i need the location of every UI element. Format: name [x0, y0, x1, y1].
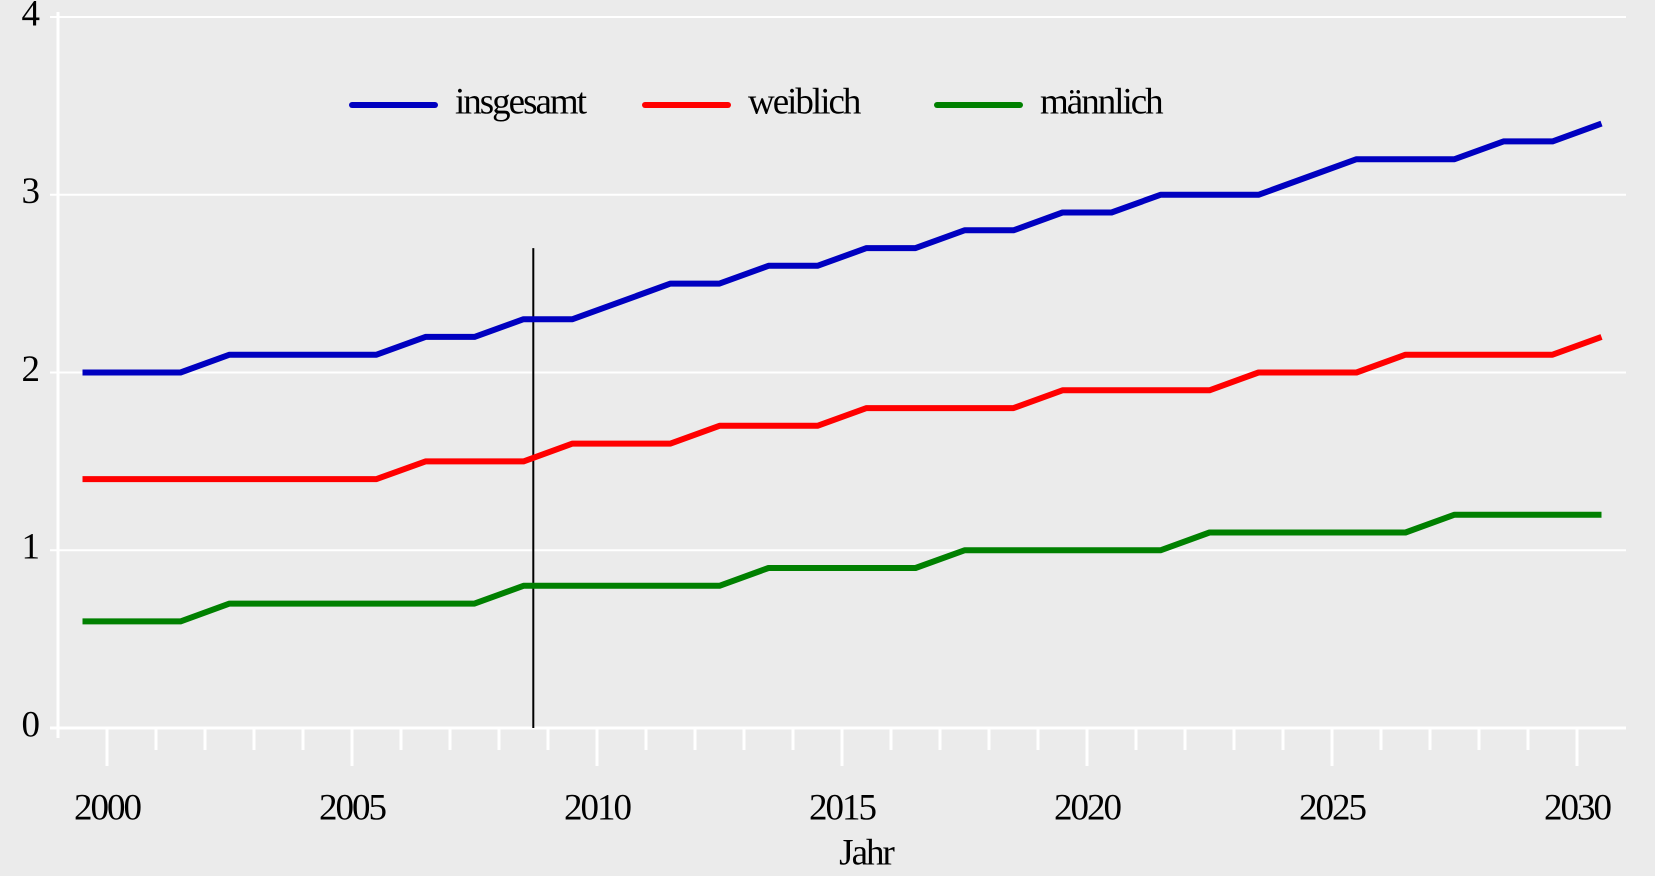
- legend-label: männlich: [1040, 81, 1164, 122]
- series-line: [82, 334, 1603, 483]
- legend-label: insgesamt: [455, 81, 588, 122]
- y-tick-label: 3: [22, 171, 40, 212]
- x-tick-label: 2005: [319, 787, 387, 828]
- y-tick-label: 1: [22, 527, 39, 568]
- x-tick-label: 2020: [1054, 787, 1122, 828]
- x-tick-label: 2030: [1544, 787, 1612, 828]
- x-axis-label: Jahr: [839, 832, 894, 873]
- legend-label: weiblich: [748, 81, 862, 122]
- y-tick-label: 2: [22, 349, 39, 390]
- y-tick-label: 0: [22, 704, 40, 745]
- x-tick-label: 2010: [564, 787, 632, 828]
- series-line: [82, 120, 1603, 376]
- x-tick-label: 2000: [74, 787, 142, 828]
- y-tick-label: 4: [22, 0, 40, 34]
- series-line: [82, 511, 1602, 625]
- x-tick-label: 2015: [809, 787, 877, 828]
- x-tick-label: 2025: [1299, 787, 1367, 828]
